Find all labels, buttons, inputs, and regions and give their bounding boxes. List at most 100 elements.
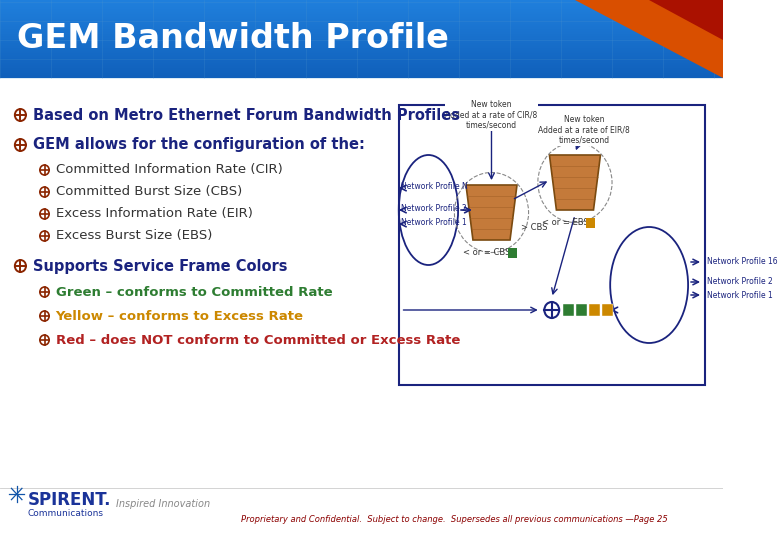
Bar [0, 45, 723, 46]
Text: Based on Metro Ethernet Forum Bandwidth Profiles: Based on Metro Ethernet Forum Bandwidth … [34, 107, 460, 123]
Text: GEM allows for the configuration of the:: GEM allows for the configuration of the: [34, 138, 365, 152]
Text: Committed Information Rate (CIR): Committed Information Rate (CIR) [55, 164, 282, 177]
Text: SPIRENT.: SPIRENT. [28, 491, 112, 509]
Text: Inspired Innovation: Inspired Innovation [116, 499, 210, 509]
Bar [0, 20, 723, 21]
Bar [399, 105, 705, 385]
Bar [0, 67, 723, 68]
Bar [0, 50, 723, 51]
Polygon shape [649, 0, 723, 40]
Bar [0, 44, 723, 45]
Text: Yellow – conforms to Excess Rate: Yellow – conforms to Excess Rate [55, 309, 303, 322]
Bar [0, 52, 723, 53]
Bar [0, 19, 723, 20]
Text: Excess Information Rate (EIR): Excess Information Rate (EIR) [55, 207, 253, 220]
Text: > CBS: > CBS [521, 224, 548, 233]
Bar [0, 1, 723, 2]
Bar [0, 2, 723, 3]
Bar [0, 73, 723, 74]
Bar [0, 43, 723, 44]
Bar [0, 63, 723, 64]
Bar [0, 9, 723, 10]
Bar [0, 12, 723, 13]
Bar [0, 7, 723, 8]
Bar [0, 69, 723, 70]
Bar [0, 32, 723, 33]
Bar [0, 8, 723, 9]
Bar [0, 72, 723, 73]
Bar [0, 34, 723, 35]
Bar [0, 28, 723, 29]
Bar [0, 25, 723, 26]
Bar [0, 71, 723, 72]
Polygon shape [549, 155, 601, 210]
Text: < or = EBS: < or = EBS [542, 218, 589, 227]
Bar [0, 16, 723, 17]
Text: Network Profile 1: Network Profile 1 [707, 291, 772, 300]
Bar [0, 10, 723, 11]
Bar [589, 304, 600, 316]
Bar [0, 49, 723, 50]
Text: New token
Added at a rate of CIR/8
times/second: New token Added at a rate of CIR/8 times… [445, 100, 537, 130]
Bar [0, 23, 723, 24]
Bar [0, 38, 723, 39]
Bar [0, 4, 723, 5]
Polygon shape [466, 185, 517, 240]
Bar [0, 14, 723, 15]
Bar [0, 5, 723, 6]
Text: Supports Service Frame Colors: Supports Service Frame Colors [34, 259, 288, 273]
Bar [0, 56, 723, 57]
Bar [0, 3, 723, 4]
Bar [0, 31, 723, 32]
Bar [0, 21, 723, 22]
Bar [0, 66, 723, 67]
Bar [0, 61, 723, 62]
Text: Green – conforms to Committed Rate: Green – conforms to Committed Rate [55, 286, 332, 299]
Bar [0, 22, 723, 23]
Bar [0, 33, 723, 34]
Bar [0, 77, 723, 78]
Bar [0, 29, 723, 30]
Bar [0, 26, 723, 27]
Bar [0, 15, 723, 16]
Bar [0, 37, 723, 38]
Bar [0, 47, 723, 48]
Bar [0, 0, 723, 1]
Text: Network Profile 2: Network Profile 2 [707, 278, 772, 287]
Bar [0, 74, 723, 75]
Bar [0, 27, 723, 28]
Bar [0, 70, 723, 71]
Bar [0, 35, 723, 36]
Bar [602, 304, 613, 316]
Text: New token
Added at a rate of EIR/8
times/second: New token Added at a rate of EIR/8 times… [538, 115, 630, 145]
Text: Network Profile N: Network Profile N [401, 182, 467, 191]
Bar [0, 48, 723, 49]
Bar [0, 60, 723, 61]
Bar [0, 11, 723, 12]
Text: GEM Bandwidth Profile: GEM Bandwidth Profile [16, 23, 448, 56]
Bar [0, 13, 723, 14]
Text: < or = CBS: < or = CBS [463, 248, 511, 257]
Bar [0, 62, 723, 63]
Bar [0, 36, 723, 37]
Bar [0, 18, 723, 19]
Bar [0, 24, 723, 25]
Bar [0, 65, 723, 66]
Bar [0, 40, 723, 41]
Bar [0, 57, 723, 58]
Bar [0, 46, 723, 47]
Bar [0, 51, 723, 52]
Bar [0, 54, 723, 55]
Text: Network Profile 1: Network Profile 1 [401, 218, 466, 227]
Bar [0, 59, 723, 60]
Bar [0, 39, 723, 40]
Bar [576, 304, 587, 316]
Bar [0, 41, 723, 42]
Bar [0, 55, 723, 56]
Bar [0, 30, 723, 31]
Bar [0, 68, 723, 69]
Bar [0, 75, 723, 76]
Bar [0, 6, 723, 7]
Bar [563, 304, 574, 316]
Text: Proprietary and Confidential.  Subject to change.  Supersedes all previous commu: Proprietary and Confidential. Subject to… [241, 516, 668, 524]
